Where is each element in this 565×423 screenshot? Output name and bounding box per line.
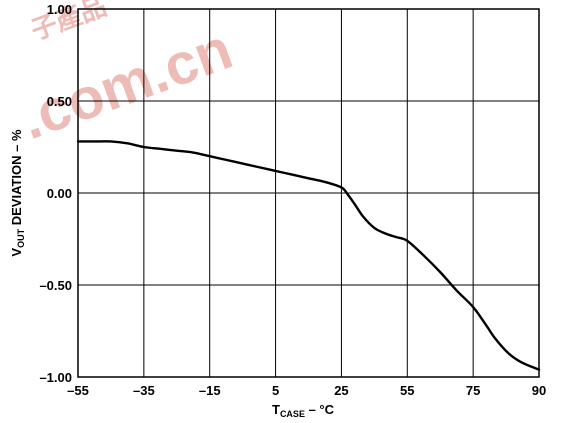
x-tick-label: 55 bbox=[400, 383, 414, 398]
x-tick-label: 90 bbox=[532, 383, 546, 398]
x-tick-label: 25 bbox=[334, 383, 348, 398]
y-tick-labels: 1.00 0.50 0.00 –0.50 –1.00 bbox=[39, 2, 72, 385]
plot-area-frame bbox=[77, 8, 540, 378]
y-axis-label: VOUT DEVIATION – % bbox=[9, 129, 26, 257]
y-tick-label: 0.00 bbox=[47, 186, 72, 201]
y-tick-label: 1.00 bbox=[47, 2, 72, 17]
x-tick-label: –55 bbox=[67, 383, 89, 398]
x-tick-label: 75 bbox=[466, 383, 480, 398]
x-tick-labels: –55 –35 –15 5 25 55 75 90 bbox=[67, 383, 546, 398]
x-tick-label: 5 bbox=[272, 383, 279, 398]
x-tick-label: –35 bbox=[133, 383, 155, 398]
x-tick-label: –15 bbox=[199, 383, 221, 398]
y-tick-label: –0.50 bbox=[39, 278, 72, 293]
x-axis-label: TCASE – °C bbox=[272, 402, 335, 419]
y-tick-label: 0.50 bbox=[47, 94, 72, 109]
series-line bbox=[76, 140, 541, 371]
y-tick-label: –1.00 bbox=[39, 370, 72, 385]
grid bbox=[78, 9, 539, 377]
